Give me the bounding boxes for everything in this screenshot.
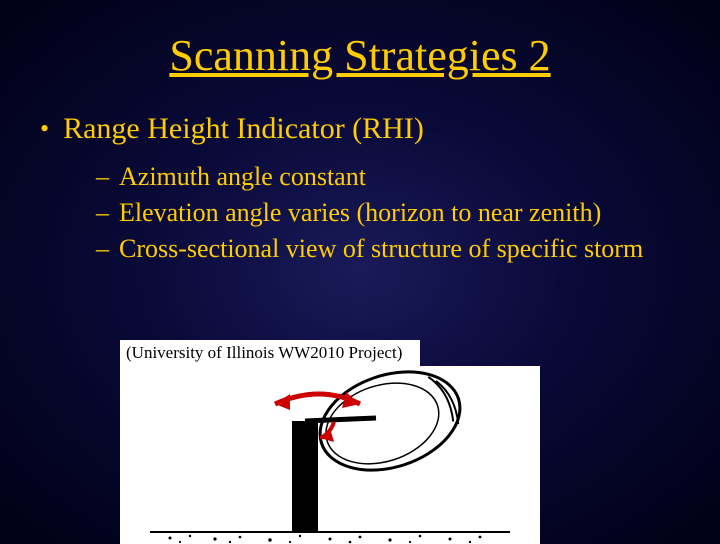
radar-dish-icon bbox=[120, 366, 540, 544]
radar-figure bbox=[120, 366, 540, 544]
main-bullet-row: • Range Height Indicator (RHI) bbox=[0, 111, 720, 147]
figure-attribution: (University of Illinois WW2010 Project) bbox=[120, 340, 420, 366]
sub-bullet-row: – Cross-sectional view of structure of s… bbox=[0, 233, 720, 265]
dash-marker: – bbox=[96, 233, 109, 265]
dash-marker: – bbox=[96, 161, 109, 193]
sub-bullet-row: – Elevation angle varies (horizon to nea… bbox=[0, 197, 720, 229]
slide-title: Scanning Strategies 2 bbox=[0, 0, 720, 111]
sub-bullet-row: – Azimuth angle constant bbox=[0, 161, 720, 193]
bullet-marker: • bbox=[40, 111, 49, 147]
dash-marker: – bbox=[96, 197, 109, 229]
sub-bullet-text: Elevation angle varies (horizon to near … bbox=[119, 197, 601, 229]
main-bullet-text: Range Height Indicator (RHI) bbox=[63, 111, 424, 147]
figure-group: (University of Illinois WW2010 Project) bbox=[120, 340, 540, 544]
sub-bullet-text: Cross-sectional view of structure of spe… bbox=[119, 233, 643, 265]
sub-bullet-text: Azimuth angle constant bbox=[119, 161, 366, 193]
